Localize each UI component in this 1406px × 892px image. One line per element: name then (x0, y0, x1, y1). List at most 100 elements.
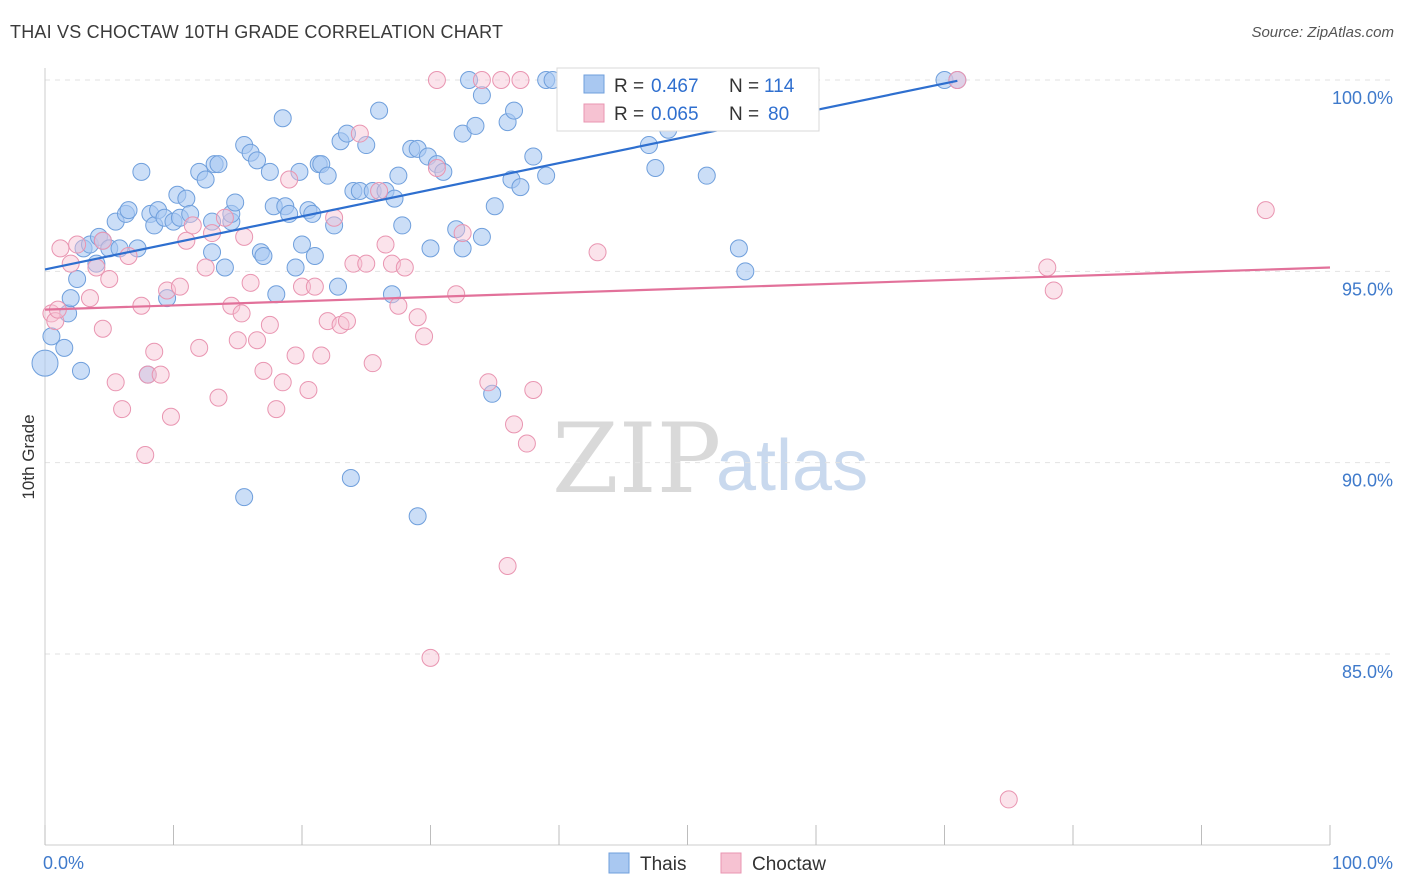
choctaw-point (273, 373, 292, 392)
choctaw-point (427, 71, 446, 89)
thai-point (203, 243, 222, 262)
thai-point (293, 235, 311, 254)
choctaw-point (138, 365, 157, 384)
thai-point (453, 239, 472, 258)
watermark-zip: ZIP (552, 403, 721, 515)
choctaw-point (215, 208, 234, 227)
legend: R = 0.467 N = 114 R = 0.065 N = 80 (556, 67, 820, 132)
choctaw-point (498, 556, 517, 575)
thai-point (181, 204, 200, 223)
thai-point (260, 162, 279, 181)
thai-point (485, 197, 504, 216)
choctaw-point (948, 71, 967, 89)
thai-point (267, 285, 286, 304)
choctaw-point (51, 239, 70, 258)
thai-point (290, 162, 309, 181)
choctaw-point (68, 235, 87, 254)
thai-point (421, 239, 440, 258)
y-tick-label: 85.0% (1342, 662, 1393, 682)
choctaw-point (1044, 281, 1063, 300)
choctaw-point (395, 258, 414, 277)
axes (44, 68, 1331, 846)
choctaw-point (299, 380, 318, 399)
thai-trend-line (44, 79, 958, 271)
choctaw-point (415, 327, 434, 346)
legend-choctaw-n-label: N = (729, 104, 759, 125)
choctaw-point (1256, 201, 1275, 220)
thai-point (537, 166, 556, 185)
choctaw-point (999, 790, 1018, 809)
thai-point (729, 239, 748, 258)
thai-point (305, 247, 324, 266)
choctaw-point (1038, 258, 1057, 277)
choctaw-point (248, 331, 267, 350)
bottom-legend-choctaw-swatch (720, 852, 742, 874)
y-tick-label: 90.0% (1342, 471, 1393, 491)
watermark-atlas: atlas (716, 426, 868, 506)
gridlines (45, 79, 1390, 655)
choctaw-point (183, 216, 202, 235)
choctaw-point (170, 277, 189, 296)
thai-point (55, 338, 74, 357)
thai-point (273, 109, 292, 128)
thai-point (472, 227, 491, 246)
thai-point (393, 216, 412, 235)
choctaw-point (254, 361, 273, 380)
choctaw-point (100, 269, 119, 288)
thai-point (42, 327, 61, 346)
thai-point (357, 136, 376, 155)
thai-point (132, 162, 151, 181)
choctaw-point (190, 338, 209, 357)
choctaw-point (113, 400, 132, 419)
choctaw-point (145, 342, 164, 361)
chart-title: THAI VS CHOCTAW 10TH GRADE CORRELATION C… (10, 22, 504, 42)
choctaw-point (421, 648, 440, 667)
thai-point (472, 86, 491, 105)
thai-point (71, 361, 90, 380)
choctaw-point (151, 365, 170, 384)
thai-point (736, 262, 755, 281)
legend-choctaw-r-label: R = (614, 104, 644, 125)
legend-thai-r-value: 0.467 (651, 76, 699, 97)
thai-point (226, 193, 245, 212)
choctaw-point (93, 231, 112, 250)
legend-choctaw-swatch (583, 103, 605, 123)
y-axis-label: 10th Grade (19, 414, 38, 499)
thai-point (68, 269, 87, 288)
choctaw-point (136, 446, 155, 465)
thai-point (511, 178, 530, 197)
choctaw-point (305, 277, 324, 296)
choctaw-point (408, 308, 427, 327)
thai-point (370, 101, 389, 120)
choctaw-point (479, 373, 498, 392)
choctaw-point (511, 71, 530, 89)
thai-point (209, 155, 228, 174)
thai-point (466, 116, 485, 135)
thai-point (646, 159, 665, 178)
thai-point (254, 247, 273, 266)
choctaw-point (222, 296, 241, 315)
thai-point (483, 384, 502, 403)
choctaw-point (447, 285, 466, 304)
choctaw-point (161, 407, 180, 426)
choctaw-point (427, 159, 446, 178)
choctaw-point (80, 289, 99, 308)
choctaw-point (505, 415, 524, 434)
choctaw-point (93, 319, 112, 338)
choctaw-point (280, 170, 299, 189)
thai-point (328, 277, 347, 296)
thai-point (318, 166, 337, 185)
choctaw-point (293, 277, 311, 296)
thai-point (408, 507, 427, 526)
thai-point (460, 71, 479, 89)
tick-labels: 85.0% 90.0% 95.0% 100.0% 0.0% 100.0% (43, 88, 1393, 873)
choctaw-point (517, 434, 536, 453)
source-credit: Source: ZipAtlas.com (1251, 24, 1394, 41)
thai-point (524, 147, 543, 166)
choctaw-point (472, 71, 491, 89)
thai-point (119, 201, 138, 220)
choctaw-point (453, 224, 472, 243)
choctaw-point (344, 254, 363, 273)
choctaw-point (46, 312, 65, 331)
